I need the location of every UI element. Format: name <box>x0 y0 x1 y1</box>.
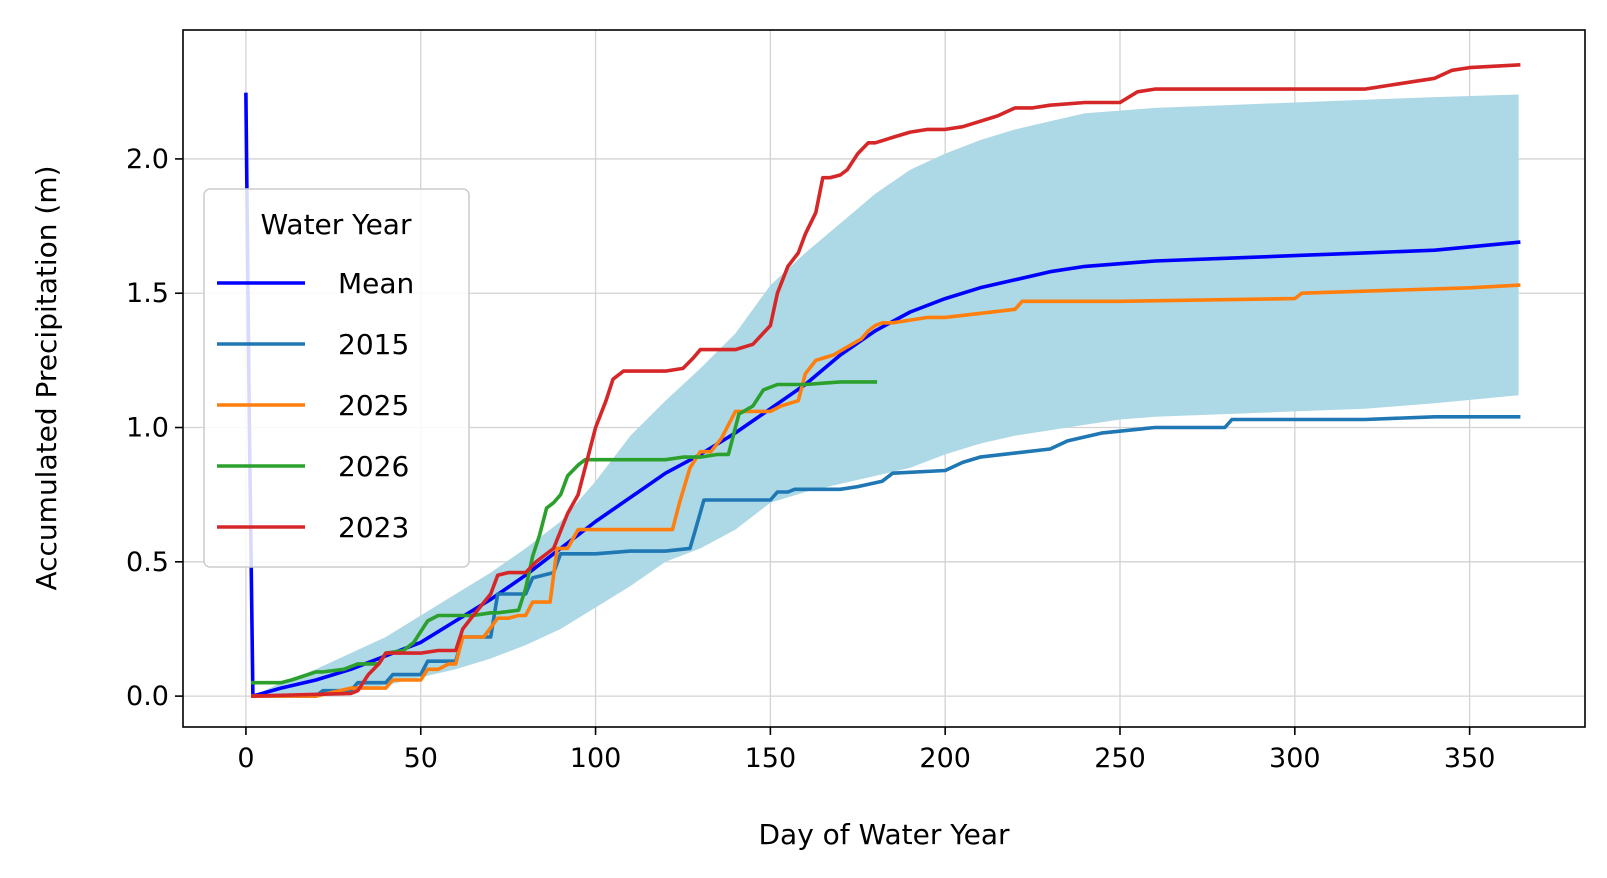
series-line-2025 <box>251 283 1521 698</box>
x-tick-label: 50 <box>404 743 438 774</box>
y-axis-label: Accumulated Precipitation (m) <box>30 165 63 590</box>
x-axis-label: Day of Water Year <box>758 818 1010 851</box>
legend-label-2025: 2025 <box>338 389 409 422</box>
legend-label-2023: 2023 <box>338 511 409 544</box>
series-lines-layer <box>244 63 1521 698</box>
y-tick-label: 1.0 <box>126 413 169 444</box>
legend-items: Mean 2015 2025 2026 2023 <box>217 267 414 544</box>
plot-area-frame <box>182 29 1586 728</box>
x-tick-label: 250 <box>1094 743 1146 774</box>
legend-label-2015: 2015 <box>338 328 409 361</box>
axis-ticks: 0 50 100 150 200 250 300 350 0.0 0.5 1.0 1.5 2.0 <box>126 144 1495 774</box>
y-tick-label: 0.5 <box>126 547 169 578</box>
x-tick-label: 350 <box>1444 743 1496 774</box>
y-tick-label: 2.0 <box>126 144 169 175</box>
y-tick-label: 0.0 <box>126 681 169 712</box>
x-tick-label: 200 <box>919 743 971 774</box>
legend-label-2026: 2026 <box>338 450 409 483</box>
x-tick-label: 0 <box>237 743 254 774</box>
series-line-2023 <box>251 63 1521 698</box>
series-line-2015 <box>251 414 1521 698</box>
x-tick-label: 100 <box>570 743 622 774</box>
legend-box <box>203 188 470 568</box>
legend: Water Year Mean 2015 2025 2026 2023 <box>203 188 470 568</box>
y-tick-label: 1.5 <box>126 278 169 309</box>
legend-title: Water Year <box>261 208 412 241</box>
x-tick-label: 150 <box>745 743 797 774</box>
x-tick-label: 300 <box>1269 743 1321 774</box>
legend-label-mean: Mean <box>338 267 414 300</box>
